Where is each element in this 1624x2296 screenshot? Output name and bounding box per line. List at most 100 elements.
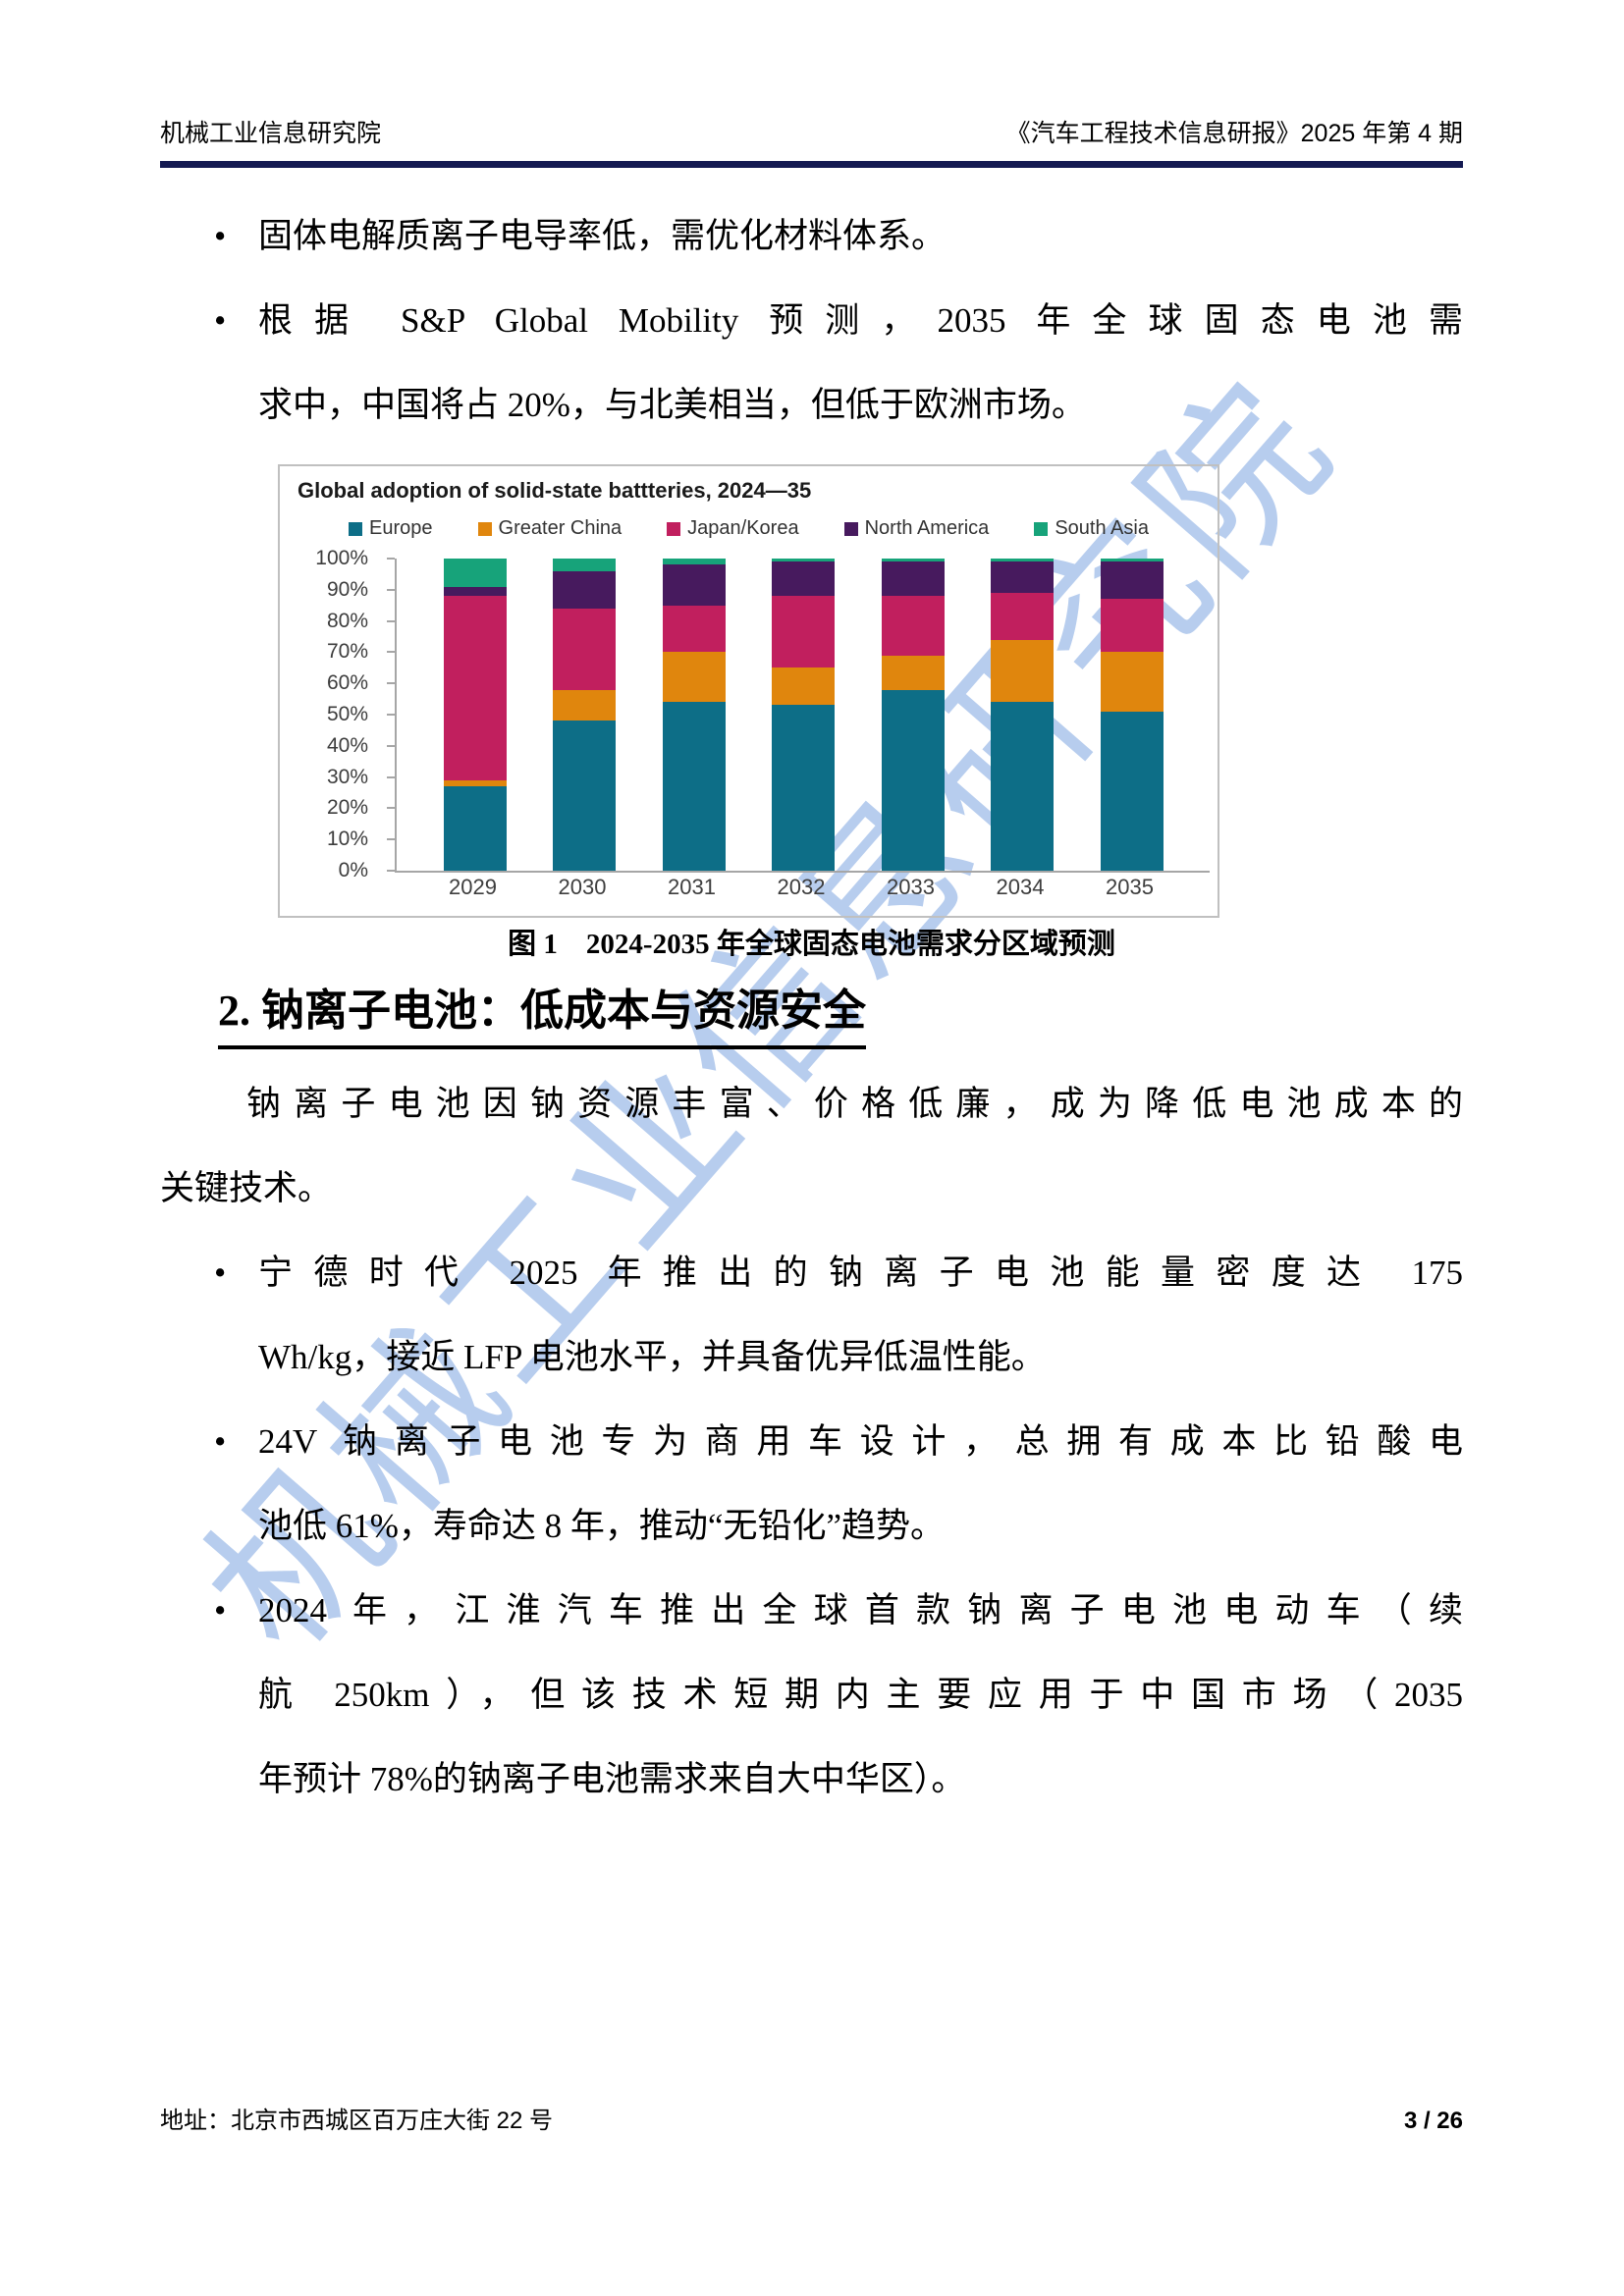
y-axis-tick [387, 651, 395, 654]
bar-segment [443, 786, 507, 871]
page-footer: 地址：北京市西城区百万庄大街 22 号 3 / 26 [160, 2101, 1463, 2135]
stacked-bar-2031 [662, 559, 726, 871]
bullet-text: 池低 61%，寿命达 8 年，推动“无铅化”趋势。 [258, 1507, 945, 1545]
bar-segment [662, 605, 726, 653]
legend-item: Japan/Korea [667, 517, 799, 540]
y-axis-tick [387, 588, 395, 591]
bar-segment [991, 639, 1054, 703]
y-axis-label: 0% [338, 859, 368, 881]
header-issue-title: 《汽车工程技术信息研报》2025 年第 4 期 [1005, 120, 1463, 147]
bar-group [397, 559, 1210, 871]
y-axis-tick [387, 870, 395, 872]
legend-item: North America [843, 517, 990, 540]
bar-segment [772, 667, 835, 706]
bar-segment [881, 559, 945, 562]
y-axis-tick [387, 807, 395, 810]
list-item: • 宁德时代 2025 年推出的钠离子电池能量密度达 175 [160, 1231, 1463, 1315]
y-axis-label: 30% [326, 765, 368, 788]
x-axis: 2029 2030 2031 2032 2033 2034 2035 [395, 875, 1208, 900]
y-axis-label: 100% [315, 547, 368, 569]
x-axis-label: 2033 [887, 875, 935, 899]
y-axis-tick [387, 744, 395, 747]
bullet-text: Wh/kg，接近 LFP 电池水平，并具备优异低温性能。 [258, 1338, 1046, 1376]
chart-legend: Europe Greater China Japan/Korea North Amer… [280, 517, 1218, 540]
bar-segment [443, 586, 507, 597]
x-axis-label: 2031 [668, 875, 716, 899]
figure-caption: 图 1 2024-2035 年全球固态电池需求分区域预测 [508, 929, 1115, 960]
y-axis-label: 70% [326, 640, 368, 664]
bar-segment [553, 689, 616, 721]
bullet-icon: • [214, 301, 227, 340]
list-item: • 2024 年，江淮汽车推出全球首款钠离子电池电动车（续 [160, 1569, 1463, 1653]
bar-segment [772, 559, 835, 562]
bar-segment [1100, 652, 1164, 712]
y-axis-label: 60% [326, 671, 368, 695]
bullet-icon: • [214, 1591, 227, 1629]
list-item: • 根据 S&P Global Mobility 预测，2035 年全球固态电池… [160, 279, 1463, 363]
y-axis-label: 40% [326, 733, 368, 757]
chart-title: Global adoption of solid-state battterie… [298, 478, 812, 503]
y-axis-label: 90% [326, 577, 368, 601]
bar-segment [1100, 599, 1164, 653]
page-header: 机械工业信息研究院 《汽车工程技术信息研报》2025 年第 4 期 [160, 114, 1463, 168]
legend-item: Europe [349, 517, 433, 540]
paragraph-line: 关键技术。 [160, 1169, 333, 1207]
x-axis-label: 2035 [1106, 875, 1154, 899]
bar-segment [443, 596, 507, 780]
bar-segment [662, 559, 726, 565]
list-item-continuation: Wh/kg，接近 LFP 电池水平，并具备优异低温性能。 [160, 1315, 1463, 1400]
y-axis-label: 50% [326, 703, 368, 725]
bar-segment [991, 559, 1054, 562]
legend-label: Greater China [498, 517, 623, 539]
bar-segment [662, 652, 726, 703]
bar-segment [553, 721, 616, 871]
bullet-text: 航 250km），但该技术短期内主要应用于中国市场（2035 [258, 1676, 1463, 1714]
paragraph-line: 钠离子电池因钠资源丰富、价格低廉，成为降低电池成本的 [246, 1085, 1463, 1123]
bullet-text: 2024 年，江淮汽车推出全球首款钠离子电池电动车（续 [258, 1591, 1463, 1629]
bullet-icon: • [214, 1422, 227, 1461]
y-axis-tick [387, 714, 395, 716]
page-number: 3 / 26 [1403, 2108, 1463, 2134]
header-org-name: 机械工业信息研究院 [160, 120, 382, 147]
section-bullet-list: • 宁德时代 2025 年推出的钠离子电池能量密度达 175 Wh/kg，接近 … [160, 1231, 1463, 1822]
legend-swatch-icon [667, 521, 681, 536]
figure-chart: Global adoption of solid-state battterie… [278, 464, 1219, 918]
y-axis-tick [387, 838, 395, 841]
x-axis-label: 2034 [996, 875, 1045, 899]
bullet-text: 24V 钠离子电池专为商用车设计，总拥有成本比铅酸电 [258, 1422, 1463, 1461]
bar-segment [553, 559, 616, 571]
stacked-bar-2032 [772, 559, 835, 871]
footer-address: 地址：北京市西城区百万庄大街 22 号 [160, 2108, 554, 2134]
bar-segment [991, 593, 1054, 640]
section-paragraph: 钠离子电池因钠资源丰富、价格低廉，成为降低电池成本的 关键技术。 [160, 1062, 1463, 1231]
bar-segment [991, 702, 1054, 871]
bullet-text: 根据 S&P Global Mobility 预测，2035 年全球固态电池需 [258, 301, 1463, 340]
legend-label: South Asia [1055, 517, 1149, 539]
list-item: • 固体电解质离子电导率低，需优化材料体系。 [160, 194, 1463, 279]
bar-segment [553, 608, 616, 690]
bullet-text: 年预计 78%的钠离子电池需求来自大中华区）。 [258, 1760, 966, 1798]
section-heading: 2. 钠离子电池：低成本与资源安全 [218, 975, 866, 1049]
bar-segment [881, 596, 945, 656]
bar-segment [443, 779, 507, 787]
bar-segment [443, 559, 507, 587]
bar-segment [881, 561, 945, 597]
bar-segment [662, 564, 726, 606]
x-axis-label: 2030 [558, 875, 607, 899]
bar-segment [772, 705, 835, 871]
intro-bullet-list: • 固体电解质离子电导率低，需优化材料体系。 • 根据 S&P Global M… [160, 194, 1463, 448]
y-axis-tick [387, 619, 395, 622]
legend-swatch-icon [349, 521, 363, 536]
bar-segment [991, 561, 1054, 593]
y-axis-label: 20% [326, 796, 368, 820]
stacked-bar-2033 [881, 559, 945, 871]
legend-label: North America [864, 517, 990, 539]
bar-segment [881, 655, 945, 690]
list-item: • 24V 钠离子电池专为商用车设计，总拥有成本比铅酸电 [160, 1400, 1463, 1484]
x-axis-label: 2029 [449, 875, 497, 899]
bar-segment [772, 596, 835, 668]
y-axis: 0% 10% 20% 30% 40% 50% 60% 70% 80% 90% 100% [282, 547, 380, 881]
bar-segment [1100, 561, 1164, 600]
section-heading-text: 2. 钠离子电池：低成本与资源安全 [218, 975, 866, 1049]
